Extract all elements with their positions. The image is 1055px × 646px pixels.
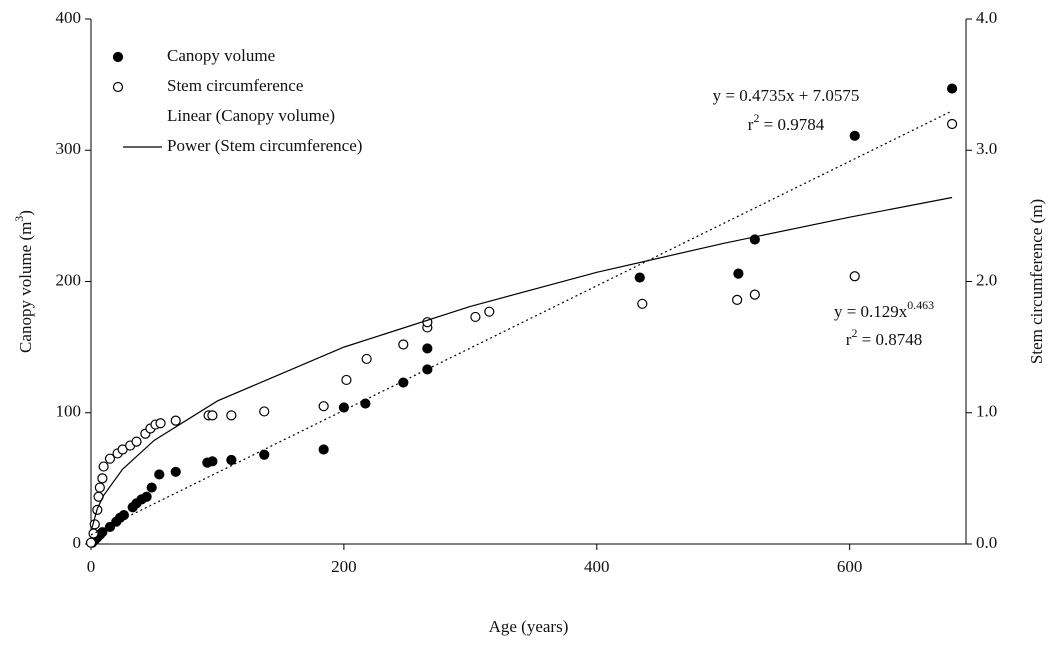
legend-label: Linear (Canopy volume) xyxy=(167,106,335,125)
y2-tick-label: 3.0 xyxy=(976,139,997,158)
data-point xyxy=(338,402,349,413)
trend-line xyxy=(91,196,953,528)
equation-label: r2 = 0.9784 xyxy=(748,111,825,134)
data-point xyxy=(360,398,371,409)
data-point xyxy=(946,118,958,130)
data-point xyxy=(849,271,860,282)
data-point xyxy=(422,343,433,354)
y2-tick-label: 1.0 xyxy=(976,402,997,421)
y2-tick-label: 2.0 xyxy=(976,270,997,289)
legend-marker xyxy=(112,81,124,93)
data-point xyxy=(749,289,760,300)
data-point xyxy=(170,415,181,426)
equation-label: y = 0.129x0.463 xyxy=(834,298,934,321)
data-point xyxy=(637,298,648,309)
data-point xyxy=(154,469,165,480)
data-point xyxy=(155,418,166,429)
data-point xyxy=(104,453,116,464)
legend-marker xyxy=(112,51,124,63)
data-point xyxy=(131,436,142,447)
data-point xyxy=(88,528,99,539)
y-tick-label: 0 xyxy=(73,533,82,552)
data-point xyxy=(259,449,270,460)
y2-tick-label: 0.0 xyxy=(976,533,997,552)
legend-label: Canopy volume xyxy=(167,46,275,65)
x-tick-label: 200 xyxy=(331,557,357,576)
data-point xyxy=(733,268,744,279)
equation-label: r2 = 0.8748 xyxy=(846,326,922,349)
data-point xyxy=(85,537,97,548)
data-point xyxy=(484,306,495,317)
data-point xyxy=(318,444,329,455)
data-point xyxy=(226,454,237,466)
y-axis-title-part: Canopy volume (m xyxy=(16,222,35,353)
equation-label-part: y = 0.4735x + 7.0575 xyxy=(713,86,860,105)
data-point xyxy=(634,272,645,283)
equation-label-part: y = 0.129x xyxy=(834,302,908,321)
equation-label: y = 0.4735x + 7.0575 xyxy=(713,86,860,105)
legend-label: Power (Stem circumference) xyxy=(167,136,362,155)
y-axis-title-part: 3 xyxy=(12,216,26,222)
equation-label-part: 2 xyxy=(753,111,759,125)
y2-axis-title-part: Stem circumference (m) xyxy=(1027,199,1046,364)
y-tick-label: 200 xyxy=(56,270,82,289)
data-point xyxy=(946,83,958,94)
equation-label-part: 0.463 xyxy=(907,298,934,312)
y-tick-label: 300 xyxy=(56,139,82,158)
data-point xyxy=(849,130,860,141)
legend-label: Stem circumference xyxy=(167,76,303,95)
equation-label-part: 2 xyxy=(851,326,857,340)
data-point xyxy=(141,491,152,502)
x-tick-label: 400 xyxy=(584,557,610,576)
y-axis-title-part: ) xyxy=(16,210,35,216)
data-point xyxy=(94,482,105,493)
data-point xyxy=(146,482,157,493)
data-point xyxy=(170,466,181,477)
y-tick-label: 400 xyxy=(56,8,82,27)
data-point xyxy=(318,401,329,412)
y-tick-label: 100 xyxy=(56,402,82,421)
data-point xyxy=(361,353,372,365)
y2-axis-title: Stem circumference (m) xyxy=(1027,199,1046,364)
data-point xyxy=(470,311,481,323)
equation-label-part: = 0.8748 xyxy=(857,330,922,349)
data-point xyxy=(118,510,129,521)
y-axis-title: Canopy volume (m3) xyxy=(12,210,35,353)
data-point xyxy=(207,456,218,467)
data-point xyxy=(226,410,237,421)
y2-tick-label: 4.0 xyxy=(976,8,997,27)
data-point xyxy=(341,374,352,386)
x-axis-title: Age (years) xyxy=(489,617,569,636)
equation-label-part: r xyxy=(748,115,754,134)
x-tick-label: 0 xyxy=(87,557,96,576)
data-point xyxy=(398,339,409,350)
trend-line xyxy=(90,110,953,536)
data-point xyxy=(732,294,743,305)
equation-label-part: = 0.9784 xyxy=(759,115,824,134)
data-point xyxy=(259,406,270,417)
data-point xyxy=(207,410,218,421)
x-tick-label: 600 xyxy=(837,557,863,576)
data-point xyxy=(422,364,433,375)
data-point xyxy=(89,519,100,530)
equation-label-part: r xyxy=(846,330,852,349)
data-point xyxy=(98,461,109,472)
data-point xyxy=(97,473,108,484)
